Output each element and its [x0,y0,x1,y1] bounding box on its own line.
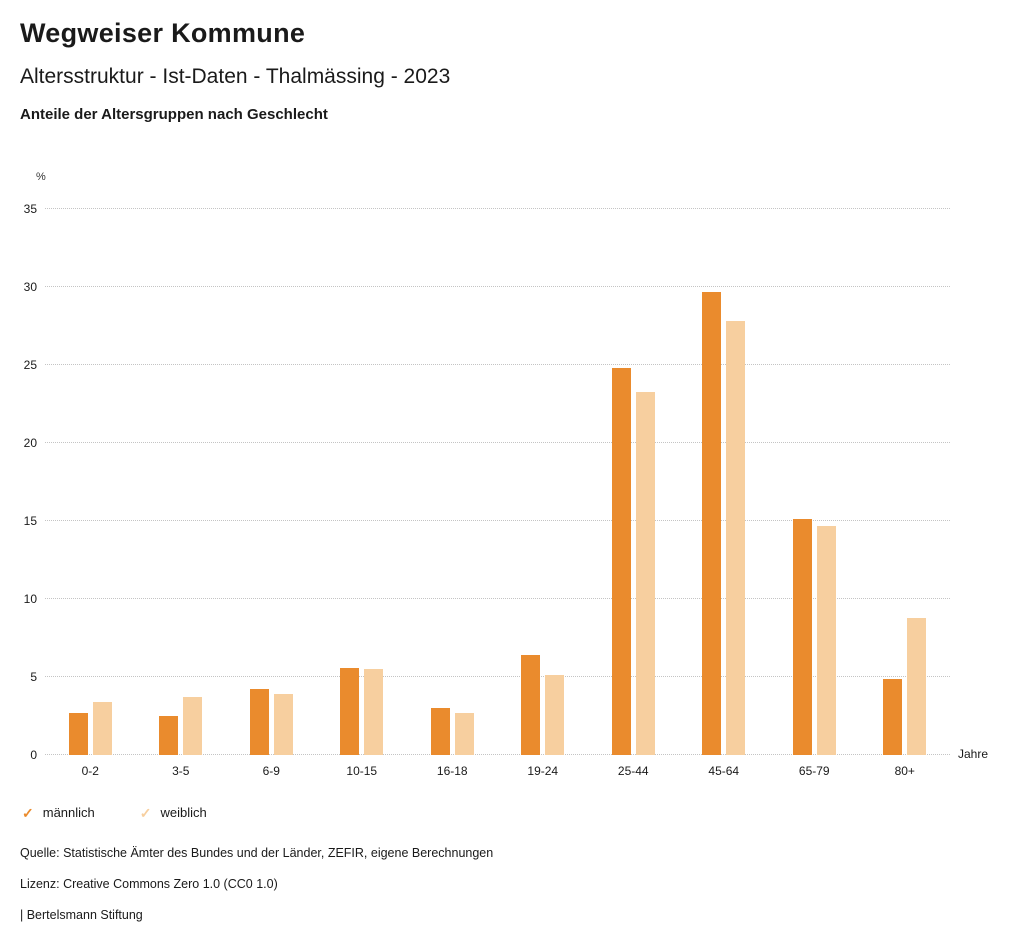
bar-weiblich-65-79[interactable] [816,525,836,755]
bar-group [407,209,498,755]
legend-item-weiblich[interactable]: ✓ weiblich [140,805,207,820]
x-axis-tick-label: 25-44 [617,764,649,778]
bar-männlich-6-9[interactable] [249,689,269,755]
bar-männlich-25-44[interactable] [611,368,631,755]
gridline [45,520,950,521]
x-axis-labels: 0-2 3-5 6-9 10-15 16-18 19-24 25-44 45-64 65-79 8… [45,764,950,778]
bar-männlich-65-79[interactable] [792,519,812,755]
check-icon: ✓ [22,804,34,821]
bar-groups [45,209,950,755]
gridline [45,754,950,755]
bar-group [588,209,679,755]
bar-group [498,209,589,755]
bar-männlich-19-24[interactable] [521,655,541,755]
x-axis-tick-label: 65-79 [798,764,830,778]
y-axis-unit-label: % [36,171,46,183]
page-title: Wegweiser Kommune [20,18,306,48]
y-axis-tick-label: 5 [30,670,37,684]
bar-weiblich-16-18[interactable] [454,712,474,755]
bar-weiblich-80+[interactable] [907,617,927,755]
y-axis-tick-label: 15 [23,514,37,528]
x-axis-tick-label: 80+ [894,764,915,778]
gridline [45,598,950,599]
x-axis-tick-label: 0-2 [81,764,99,778]
bar-männlich-16-18[interactable] [430,708,450,755]
check-icon: ✓ [139,804,152,821]
gridline [45,442,950,443]
plot-area: 0 5 10 15 20 25 30 35 Jahre [24,203,988,761]
bar-group [769,209,860,755]
bar-weiblich-19-24[interactable] [545,675,565,755]
bar-weiblich-25-44[interactable] [635,391,655,755]
bar-weiblich-10-15[interactable] [364,669,384,755]
y-axis-tick-label: 10 [23,592,37,606]
source-text: Quelle: Statistische Ämter des Bundes un… [20,846,494,860]
attribution-text: | Bertelsmann Stiftung [20,908,143,922]
x-axis-tick-label: 16-18 [436,764,468,778]
bar-männlich-45-64[interactable] [702,291,722,755]
bar-group [679,209,770,755]
chart-subtitle: Altersstruktur - Ist-Daten - Thalmässing… [20,65,451,88]
bar-weiblich-3-5[interactable] [183,697,203,755]
x-axis-tick-label: 19-24 [527,764,559,778]
y-axis-tick-label: 35 [23,202,37,216]
y-axis-tick-label: 0 [30,748,37,762]
bar-weiblich-6-9[interactable] [273,694,293,755]
bar-weiblich-45-64[interactable] [726,321,746,755]
chart: % 0 5 10 15 20 25 30 35 Jahre 0-2 3-5 6-9 10-15 16-… [0,171,1024,778]
bar-group [860,209,951,755]
gridline [45,676,950,677]
x-axis-tick-label: 3-5 [172,764,190,778]
x-axis-tick-label: 10-15 [346,764,378,778]
y-axis-tick-label: 25 [23,358,37,372]
y-axis-tick-label: 20 [23,436,37,450]
license-text: Lizenz: Creative Commons Zero 1.0 (CC0 1… [20,877,278,891]
gridline [45,364,950,365]
bar-group [317,209,408,755]
bar-männlich-10-15[interactable] [340,667,360,755]
footer: Quelle: Statistische Ämter des Bundes un… [20,846,1024,923]
bar-group [45,209,136,755]
bar-männlich-0-2[interactable] [68,712,88,755]
bar-männlich-80+[interactable] [883,678,903,755]
bar-weiblich-0-2[interactable] [92,701,112,755]
bar-männlich-3-5[interactable] [159,716,179,755]
legend-label-weiblich: weiblich [160,805,207,820]
legend-item-maennlich[interactable]: ✓ männlich [22,805,95,820]
legend-label-maennlich: männlich [42,805,95,820]
gridline [45,208,950,209]
y-axis-tick-label: 30 [23,280,37,294]
x-axis-tick-label: 45-64 [708,764,740,778]
chart-section-title: Anteile der Altersgruppen nach Geschlech… [20,106,328,123]
bar-group [136,209,227,755]
x-axis-unit-label: Jahre [958,747,989,761]
bar-group [226,209,317,755]
x-axis-tick-label: 6-9 [262,764,280,778]
gridline [45,286,950,287]
legend: ✓ männlich ✓ weiblich [22,805,1024,820]
header: Wegweiser Kommune Altersstruktur - Ist-D… [0,0,1024,123]
